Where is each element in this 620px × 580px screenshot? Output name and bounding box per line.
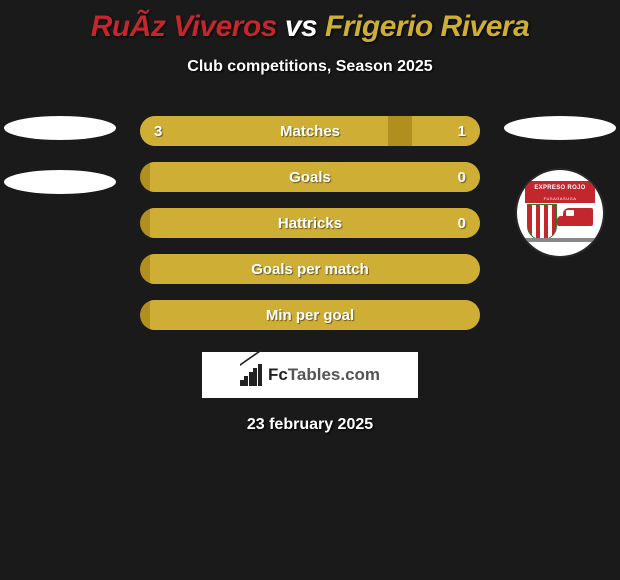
date-text: 23 february 2025: [0, 416, 620, 434]
player1-name: RuÃ­z Viveros: [91, 10, 277, 43]
comparison-stage: EXPRESO ROJO FUSAGASUGA Matches31Goals0H…: [0, 116, 620, 346]
branding-box: FcTables.com: [202, 352, 418, 398]
comparison-title: RuÃ­z Viveros vs Frigerio Rivera: [0, 0, 620, 44]
brand-bars-icon: [240, 364, 262, 386]
player1-club-placeholder: [4, 170, 116, 194]
badge-train-icon: [557, 200, 593, 230]
stat-row: Goals0: [140, 162, 480, 192]
stat-right-value: 0: [444, 162, 480, 192]
subtitle: Club competitions, Season 2025: [0, 58, 620, 76]
stat-label: Hattricks: [140, 208, 480, 238]
brand-text: FcTables.com: [268, 365, 380, 385]
player2-name: Frigerio Rivera: [325, 10, 529, 43]
stat-row: Goals per match: [140, 254, 480, 284]
stat-label: Goals: [140, 162, 480, 192]
stat-label: Goals per match: [140, 254, 480, 284]
player2-avatar-placeholder: [504, 116, 616, 140]
stat-label: Min per goal: [140, 300, 480, 330]
stat-row: Matches3 1: [140, 116, 480, 146]
player2-club-badge: EXPRESO ROJO FUSAGASUGA: [517, 170, 603, 256]
stat-left-value: 3: [140, 116, 176, 146]
player1-avatar-column: [0, 116, 120, 224]
player1-avatar-placeholder: [4, 116, 116, 140]
stat-row: Min per goal: [140, 300, 480, 330]
stat-row: Hattricks0: [140, 208, 480, 238]
stat-right-value: 1: [444, 116, 480, 146]
stat-bars: Matches31Goals0Hattricks0Goals per match…: [140, 116, 480, 346]
brand-rest: Tables.com: [288, 365, 380, 384]
stat-right-value: 0: [444, 208, 480, 238]
player2-avatar-column: EXPRESO ROJO FUSAGASUGA: [500, 116, 620, 256]
stat-label: Matches: [140, 116, 480, 146]
badge-top-text: EXPRESO ROJO: [525, 181, 595, 195]
brand-prefix: Fc: [268, 365, 288, 384]
badge-shield-icon: [527, 204, 557, 240]
vs-text: vs: [285, 10, 317, 43]
badge-rail-icon: [525, 238, 595, 242]
